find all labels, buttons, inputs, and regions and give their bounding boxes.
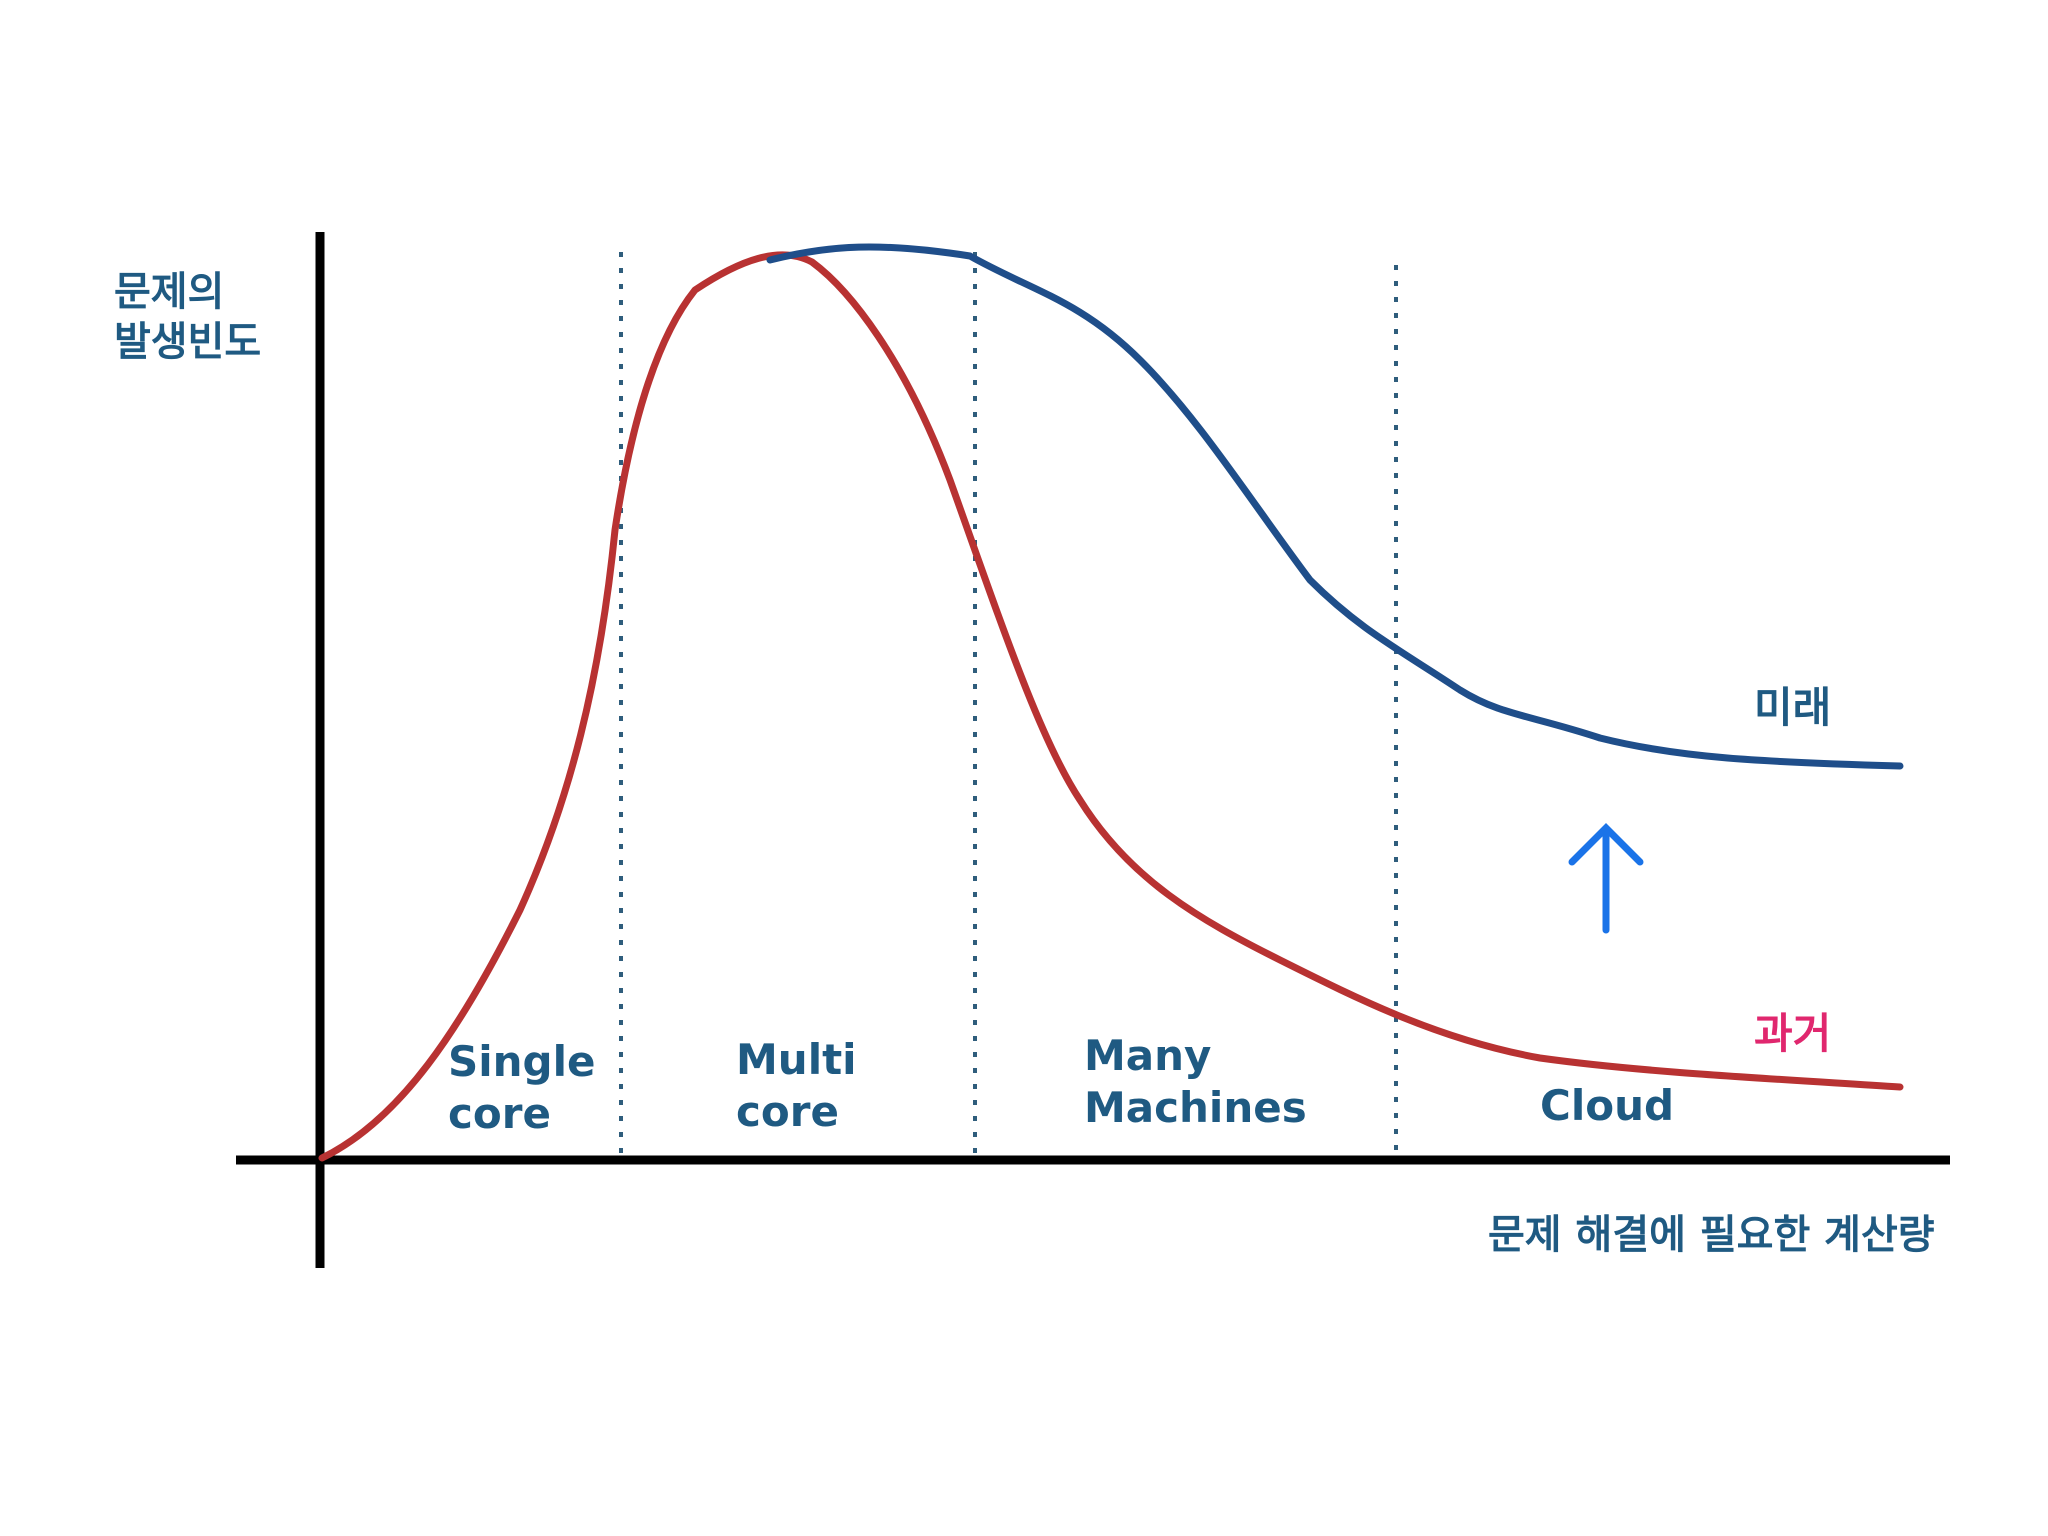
future-curve-label: 미래 [1754,683,1831,732]
region-label-multi-core-line-1: Multi [736,1035,857,1084]
region-label-single-core-line-1: Single [448,1037,596,1086]
y-axis-label-line-2: 발생빈도 [114,319,261,365]
y-axis-label-line-1: 문제의 [114,269,224,315]
region-label-multi-core: Multi core [736,1035,871,1136]
region-label-single-core-line-2: core [448,1089,551,1138]
y-axis-label: 문제의 발생빈도 [114,269,261,365]
region-label-cloud: Cloud [1540,1081,1674,1130]
up-arrow-icon [1568,823,1644,934]
future-curve [766,243,1904,770]
region-label-multi-core-line-2: core [736,1087,839,1136]
region-label-many-machines: Many Machines [1084,1031,1307,1132]
region-label-single-core: Single core [448,1037,610,1138]
region-label-cloud-line-1: Cloud [1540,1081,1674,1130]
region-label-many-machines-line-2: Machines [1084,1083,1307,1132]
past-curve-label: 과거 [1754,1009,1831,1058]
past-curve [318,251,1904,1162]
x-axis-label: 문제 해결에 필요한 계산량 [1488,1212,1935,1258]
region-label-many-machines-line-1: Many [1084,1031,1211,1080]
